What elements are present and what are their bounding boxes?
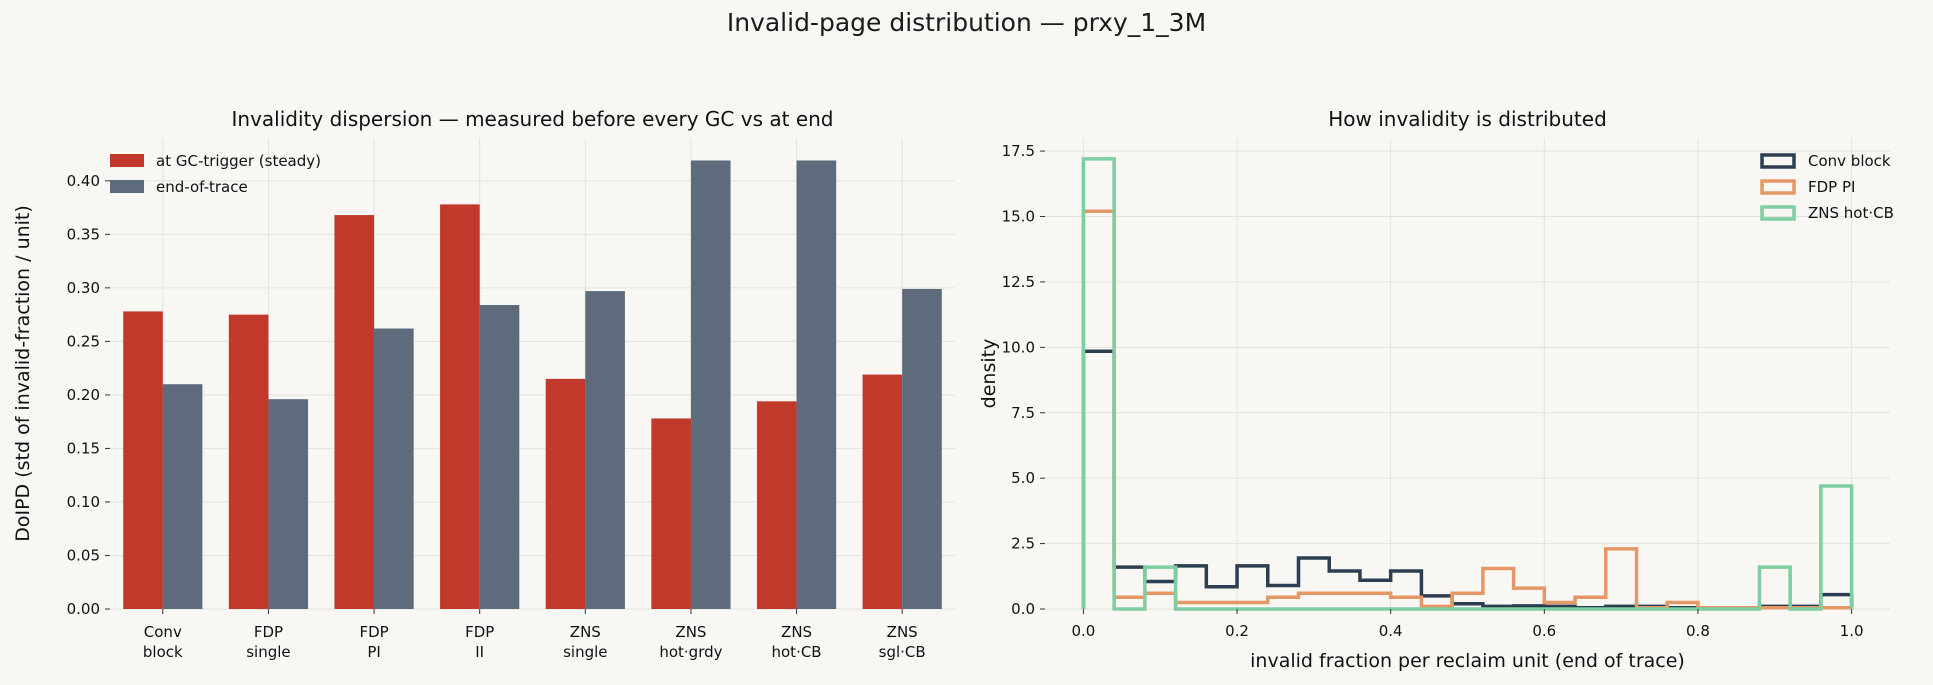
bar-gc-trigger	[228, 314, 269, 609]
x-tick-label: FDP	[465, 623, 494, 641]
y-axis-label: density	[978, 339, 1000, 409]
y-tick-label: 12.5	[1002, 273, 1035, 291]
bar-end-of-trace	[796, 160, 837, 609]
y-tick-label: 10.0	[1002, 338, 1035, 356]
bar-gc-trigger	[123, 311, 163, 609]
y-axis-label: DoIPD (std of invalid-fraction / unit)	[12, 205, 34, 542]
y-tick-label: 0.15	[67, 439, 100, 457]
bar-gc-trigger	[756, 401, 797, 609]
x-tick-label: 0.4	[1379, 622, 1403, 640]
bar-end-of-trace	[479, 304, 520, 609]
bar-gc-trigger	[545, 378, 586, 609]
x-tick-label: sgl·CB	[879, 643, 926, 661]
bar-end-of-trace	[690, 160, 731, 609]
bar-end-of-trace	[374, 328, 414, 609]
y-tick-label: 0.40	[67, 172, 100, 190]
legend-swatch	[1760, 179, 1796, 195]
y-tick-label: 0.05	[67, 546, 100, 564]
x-tick-label: 0.0	[1071, 622, 1095, 640]
y-tick-label: 17.5	[1002, 142, 1035, 160]
y-tick-label: 0.35	[67, 225, 100, 243]
bar-gc-trigger	[862, 374, 903, 609]
x-tick-label: ZNS	[781, 623, 812, 641]
legend-label: end-of-trace	[156, 178, 248, 196]
x-tick-label: ZNS	[675, 623, 706, 641]
bar-end-of-trace	[162, 384, 203, 609]
y-tick-label: 0.25	[67, 332, 100, 350]
x-tick-label: single	[246, 643, 290, 661]
x-tick-label: block	[143, 643, 183, 661]
legend-swatch	[110, 154, 144, 167]
x-tick-label: Conv	[144, 623, 182, 641]
x-tick-label: hot·CB	[772, 643, 822, 661]
legend-swatch	[1760, 153, 1796, 169]
bar-legend: at GC-trigger (steady) end-of-trace	[110, 152, 321, 196]
bar-gc-trigger	[334, 215, 375, 609]
bar-end-of-trace	[585, 291, 625, 609]
y-tick-label: 0.00	[67, 600, 100, 618]
y-tick-label: 0.30	[67, 279, 100, 297]
x-tick-label: FDP	[254, 623, 283, 641]
legend-label: Conv block	[1808, 152, 1891, 170]
y-tick-label: 7.5	[1011, 404, 1035, 422]
legend-label: at GC-trigger (steady)	[156, 152, 321, 170]
x-tick-label: 1.0	[1840, 622, 1864, 640]
bar-end-of-trace	[268, 399, 309, 609]
x-tick-label: ZNS	[887, 623, 918, 641]
x-axis-label: invalid fraction per reclaim unit (end o…	[1250, 650, 1685, 672]
y-tick-label: 0.10	[67, 493, 100, 511]
x-tick-label: single	[563, 643, 607, 661]
histogram-series-conv-block	[1081, 349, 1854, 610]
x-tick-label: ZNS	[570, 623, 601, 641]
bar-gc-trigger	[651, 418, 691, 609]
y-tick-label: 0.0	[1011, 600, 1035, 618]
bar-gc-trigger	[440, 204, 480, 610]
y-tick-label: 5.0	[1011, 469, 1035, 487]
histogram-series-fdp-pi	[1081, 209, 1854, 610]
histogram-legend: Conv block FDP PI ZNS hot·CB	[1760, 152, 1894, 222]
legend-swatch	[1760, 205, 1796, 221]
bar-chart: 0.00 0.05 0.10 0.15 0.20 0.25 0.30 0.35 0.40 Conv…	[12, 107, 955, 661]
x-tick-label: hot·grdy	[659, 643, 722, 661]
x-tick-label: PI	[367, 643, 380, 661]
histogram-title: How invalidity is distributed	[1328, 107, 1607, 131]
x-tick-label: II	[475, 643, 484, 661]
y-tick-label: 2.5	[1011, 535, 1035, 553]
y-tick-label: 15.0	[1002, 208, 1035, 226]
legend-label: ZNS hot·CB	[1808, 204, 1894, 222]
bar-chart-title: Invalidity dispersion — measured before …	[232, 107, 834, 131]
y-tick-label: 0.20	[67, 386, 100, 404]
bar-end-of-trace	[902, 288, 942, 609]
legend-swatch	[110, 180, 144, 193]
x-tick-label: 0.6	[1532, 622, 1556, 640]
x-tick-label: 0.8	[1686, 622, 1710, 640]
histogram-series-zns-hot-cb	[1081, 157, 1854, 611]
histogram-chart: 0.0 2.5 5.0 7.5 10.0 12.5 15.0 17.5 0.0 0.2 0.4 0.6…	[978, 107, 1894, 672]
x-tick-label: FDP	[359, 623, 388, 641]
legend-label: FDP PI	[1808, 178, 1855, 196]
figure-title: Invalid-page distribution — prxy_1_3M	[726, 8, 1207, 37]
x-tick-label: 0.2	[1225, 622, 1249, 640]
